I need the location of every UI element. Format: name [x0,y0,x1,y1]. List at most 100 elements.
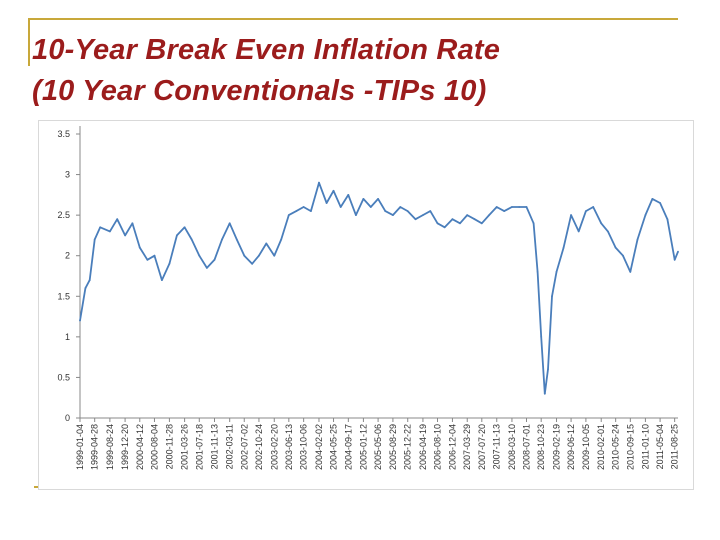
x-tick-label: 2002-10-24 [254,424,264,470]
data-point [213,258,216,261]
data-point [562,246,565,249]
x-tick-label: 2005-08-29 [388,424,398,470]
x-tick-label: 2006-12-04 [447,424,457,470]
data-point [614,246,617,249]
data-point [109,230,111,233]
x-tick-label: 2003-06-13 [284,424,294,470]
x-tick-label: 2000-08-04 [149,424,159,470]
x-tick-label: 1999-12-20 [120,424,130,470]
data-point [243,254,246,257]
data-point [265,242,268,245]
data-point [93,238,96,241]
data-point [280,238,283,241]
data-point [607,230,609,233]
x-tick-label: 2010-05-24 [611,424,621,470]
slide-title-line-2: (10 Year Conventionals -TIPs 10) [32,75,487,107]
data-point [543,392,546,395]
x-tick-label: 2003-10-06 [299,424,309,470]
y-tick-label: 3.5 [57,129,70,139]
data-point [651,198,654,200]
series-line [79,181,679,395]
y-tick-label: 2.5 [57,210,70,220]
data-point [480,222,483,225]
data-point [629,271,632,273]
chart-frame [38,120,694,490]
x-tick-label: 2000-04-12 [135,424,145,470]
data-point [585,210,587,212]
data-point [295,210,298,212]
data-point [355,214,357,216]
x-tick-label: 2002-07-02 [239,424,249,470]
x-tick-label: 2007-07-20 [477,424,487,470]
x-tick-label: 2001-03-26 [180,424,190,470]
data-point [636,238,639,241]
data-point [198,254,201,257]
x-tick-label: 2005-01-12 [358,424,368,470]
data-point [302,206,305,208]
data-point [503,210,506,212]
data-point [592,206,595,208]
data-point [473,218,476,221]
x-tick-label: 1999-04-28 [90,424,100,470]
data-point [677,250,679,253]
data-point [318,181,320,184]
x-tick-label: 1999-01-04 [75,424,85,470]
data-point [666,218,669,221]
y-tick-label: 1.5 [57,291,70,301]
data-point [377,198,379,200]
data-point [540,336,543,338]
y-tick-label: 0.5 [57,372,70,382]
data-point [459,222,461,225]
data-point [495,206,498,208]
x-tick-label: 2006-04-19 [418,424,428,470]
data-point [183,226,186,229]
data-point [551,295,553,298]
data-point [622,254,624,257]
data-point [451,218,454,221]
slide-title: 10-Year Break Even Inflation Rate (10 Ye… [32,30,500,112]
data-point [347,194,350,196]
x-tick-label: 2010-09-15 [625,424,635,470]
data-point [547,368,549,371]
data-point [168,262,171,265]
x-tick-label: 2000-11-28 [164,424,174,469]
x-tick-label: 2002-03-11 [225,424,235,469]
slide-title-line-1: 10-Year Break Even Inflation Rate [32,34,501,66]
data-point [532,222,535,225]
data-point [406,210,409,212]
x-tick-label: 2011-08-25 [670,424,680,469]
x-tick-label: 2004-05-25 [329,424,339,470]
data-point [673,258,676,261]
data-point [518,206,521,208]
x-tick-label: 2005-12-22 [403,424,413,470]
x-tick-label: 2011-05-04 [655,424,665,469]
data-point [536,271,539,273]
data-point [310,210,312,212]
data-point [251,262,254,265]
data-point [555,271,558,273]
data-point [84,287,87,290]
x-tick-label: 2004-02-02 [314,424,324,470]
x-tick-label: 2006-08-10 [432,424,442,470]
data-point [273,254,276,257]
line-chart: 0 0.5 1 1.5 2 2.5 3 3.5 1999-01-04 1999-04-28 1999… [38,120,694,490]
data-point [488,214,490,216]
x-tick-label: 2007-03-29 [462,424,472,470]
data-point [644,214,647,216]
slide-decoration-top-rule [28,18,678,20]
data-point [153,254,156,257]
y-tick-label: 1 [65,332,70,342]
data-point [414,218,417,221]
x-tick-label: 2004-09-17 [343,424,353,470]
data-point [146,258,149,261]
x-tick-label: 2009-10-05 [581,424,591,470]
x-tick-label: 2001-11-13 [209,424,219,469]
data-point [511,206,513,208]
data-point [362,198,365,200]
data-point [190,238,193,241]
data-point [235,238,238,241]
data-point [443,226,446,229]
data-point [99,226,102,229]
data-point [399,206,402,208]
x-tick-label: 2008-07-01 [522,424,532,470]
